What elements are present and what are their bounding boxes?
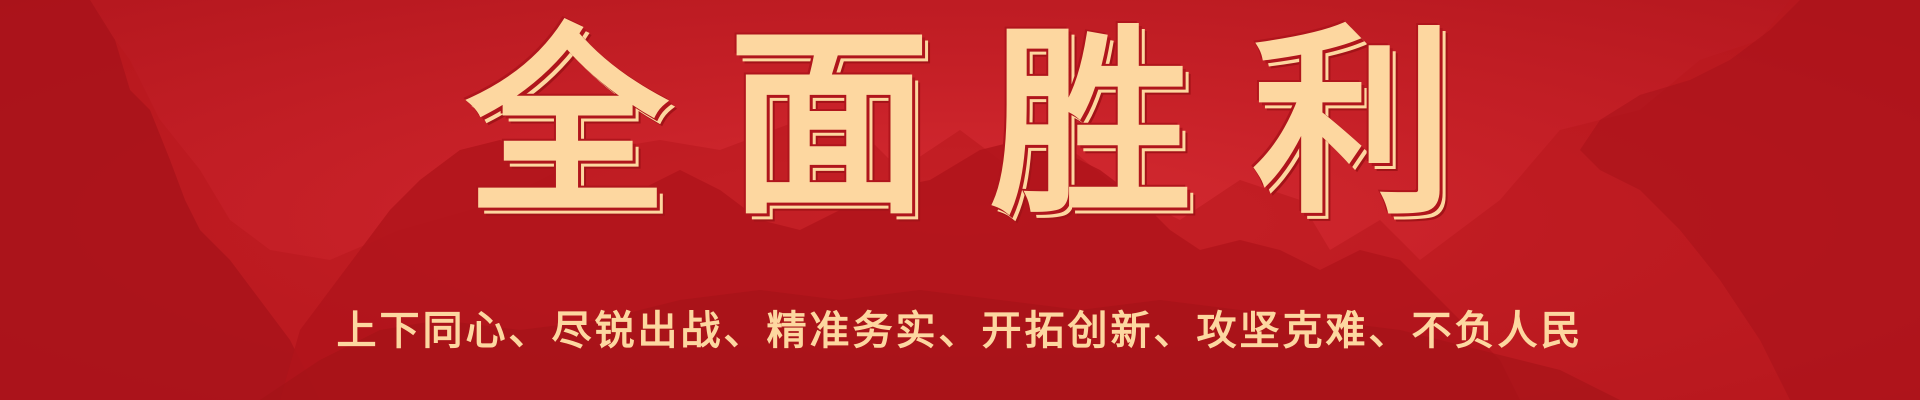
slogan: 上下同心、尽锐出战、精准务实、开拓创新、攻坚克难、不负人民 (336, 308, 1584, 354)
mountain-left (0, 0, 320, 400)
mountain-foreground (260, 290, 1620, 400)
mountain-right (1580, 0, 1920, 400)
headline: 全面胜利 (466, 4, 1514, 242)
